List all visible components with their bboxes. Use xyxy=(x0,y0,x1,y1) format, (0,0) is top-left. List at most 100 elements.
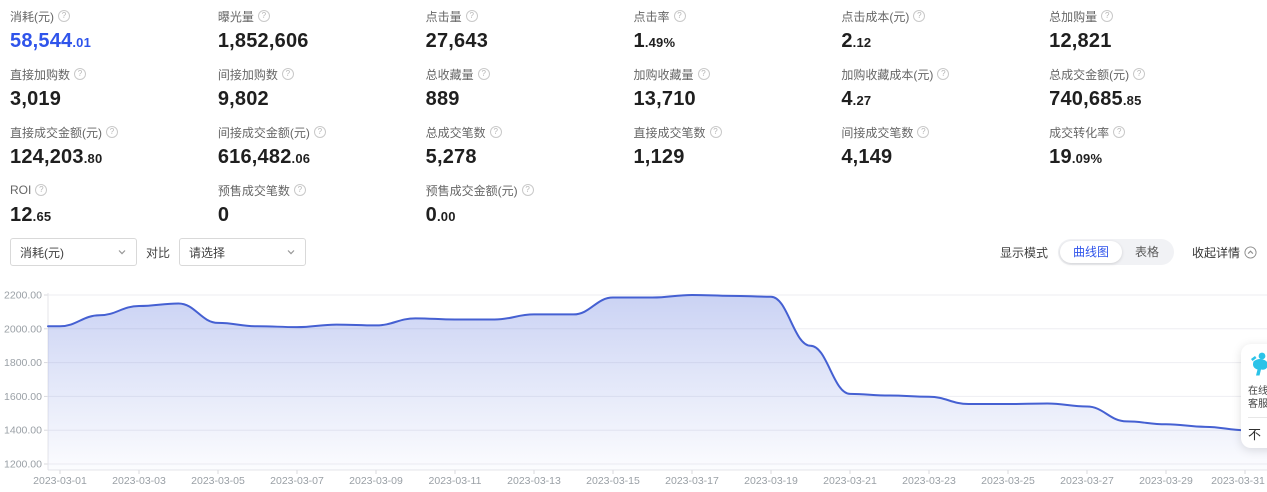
chevron-down-icon xyxy=(287,250,295,255)
svg-text:2200.00: 2200.00 xyxy=(4,290,42,302)
metric-label: 总收藏量 xyxy=(425,67,474,82)
metric-card: 加购收藏量? 13,710 xyxy=(633,66,841,111)
metric-label: 总成交笔数 xyxy=(425,125,486,140)
x-axis-label: 2023-03-29 xyxy=(1139,475,1193,487)
help-icon[interactable]: ? xyxy=(106,126,118,138)
help-icon[interactable]: ? xyxy=(58,10,70,22)
help-icon[interactable]: ? xyxy=(465,10,478,22)
mode-curve-option[interactable]: 曲线图 xyxy=(1059,241,1122,263)
x-axis-label: 2023-03-15 xyxy=(586,475,640,487)
metric-value: 58,544.01 xyxy=(10,30,92,52)
metric-value: 12,821 xyxy=(1049,30,1112,52)
help-icon[interactable]: ? xyxy=(35,184,48,196)
metric-value: 5,278 xyxy=(425,146,477,168)
help-icon[interactable]: ? xyxy=(937,68,950,80)
x-axis-label: 2023-03-25 xyxy=(981,475,1035,487)
svg-text:1200.00: 1200.00 xyxy=(4,459,42,471)
metric-value: 1,129 xyxy=(633,146,685,168)
customer-service-label: 在线 客服 xyxy=(1248,386,1267,410)
metric-label: 成交转化率 xyxy=(1049,125,1110,140)
help-icon[interactable]: ? xyxy=(697,68,710,80)
help-icon[interactable]: ? xyxy=(1133,68,1146,80)
help-icon[interactable]: ? xyxy=(74,68,87,80)
help-icon[interactable]: ? xyxy=(477,68,490,80)
help-icon[interactable]: ? xyxy=(917,126,930,138)
help-icon[interactable]: ? xyxy=(293,184,306,196)
help-icon[interactable]: ? xyxy=(913,10,926,22)
metric-label: 加购收藏成本(元) xyxy=(841,67,934,82)
help-icon[interactable]: ? xyxy=(1113,126,1126,138)
metric-card: 成交转化率? 19.09% xyxy=(1049,124,1257,169)
trend-chart[interactable]: 2200.00 2000.00 1800.00 1600.00 1400.00 1200.… xyxy=(0,287,1267,492)
metric-card: 直接成交金额(元)? 124,203.80 xyxy=(10,124,218,169)
customer-service-widget[interactable]: 在线 客服 不 xyxy=(1241,344,1267,448)
x-axis-label: 2023-03-11 xyxy=(429,475,482,487)
metric-label: 点击率 xyxy=(633,9,670,24)
metric-value: 9,802 xyxy=(217,88,269,110)
x-axis-label: 2023-03-03 xyxy=(112,475,166,487)
metric-value: 124,203.80 xyxy=(10,146,103,168)
metric-card: 间接成交金额(元)? 616,482.06 xyxy=(218,124,426,169)
help-icon[interactable]: ? xyxy=(281,68,294,80)
metric-label: 间接成交金额(元) xyxy=(217,125,310,140)
metric-card: 直接成交笔数? 1,129 xyxy=(633,124,841,169)
compare-label: 对比 xyxy=(146,245,171,260)
x-axis-label: 2023-03-09 xyxy=(349,475,403,487)
metric-label: 直接加购数 xyxy=(10,67,71,82)
metric-card: 曝光量? 1,852,606 xyxy=(218,8,426,53)
svg-text:2000.00: 2000.00 xyxy=(4,323,42,335)
help-icon[interactable]: ? xyxy=(673,10,686,22)
help-icon[interactable]: ? xyxy=(1101,10,1114,22)
metric-value: 1,852,606 xyxy=(217,30,309,52)
collapse-details-button[interactable]: 收起详情 xyxy=(1192,244,1257,261)
help-icon[interactable]: ? xyxy=(257,10,270,22)
metric-card: 预售成交笔数? 0 xyxy=(218,182,426,227)
metric-value: 889 xyxy=(425,88,460,110)
help-icon[interactable]: ? xyxy=(313,126,326,138)
metric-select[interactable]: 消耗(元) xyxy=(10,238,137,266)
svg-text:1400.00: 1400.00 xyxy=(4,425,42,437)
help-icon[interactable]: ? xyxy=(709,126,722,138)
metric-value: 1.49% xyxy=(633,30,676,52)
compare-select[interactable]: 请选择 xyxy=(179,238,307,266)
display-mode-toggle: 曲线图 表格 xyxy=(1057,239,1174,265)
metric-label: 直接成交笔数 xyxy=(633,125,706,140)
metric-label: ROI xyxy=(10,183,32,197)
metrics-panel: 消耗(元)? 58,544.01 曝光量? 1,852,606 点击量? 27,643 点击… xyxy=(0,8,1267,227)
metric-card: 总收藏量? 889 xyxy=(426,66,634,111)
metric-label: 预售成交笔数 xyxy=(217,183,290,198)
metric-label: 点击量 xyxy=(425,9,462,24)
metric-value: 27,643 xyxy=(425,30,489,52)
metric-card: 点击量? 27,643 xyxy=(426,8,634,53)
svg-text:1800.00: 1800.00 xyxy=(4,357,42,369)
metric-value: 616,482.06 xyxy=(217,146,311,168)
metric-value: 19.09% xyxy=(1049,146,1103,168)
x-axis-label: 2023-03-17 xyxy=(665,475,719,487)
help-icon[interactable]: ? xyxy=(489,126,502,138)
metric-label: 间接加购数 xyxy=(217,67,278,82)
area-chart-svg: 2200.00 2000.00 1800.00 1600.00 1400.00 1200.… xyxy=(4,290,1267,487)
x-axis-label: 2023-03-01 xyxy=(33,475,87,487)
metric-label: 曝光量 xyxy=(217,9,254,24)
metric-card: 消耗(元)? 58,544.01 xyxy=(10,8,218,53)
metric-label: 加购收藏量 xyxy=(633,67,694,82)
customer-service-icon xyxy=(1251,352,1267,376)
metric-label: 间接成交笔数 xyxy=(841,125,914,140)
metric-card: 总成交金额(元)? 740,685.85 xyxy=(1049,66,1257,111)
x-axis-label: 2023-03-07 xyxy=(270,475,324,487)
chevron-down-icon xyxy=(118,250,126,255)
collapse-details-label: 收起详情 xyxy=(1191,245,1240,260)
metric-card: 间接成交笔数? 4,149 xyxy=(841,124,1049,169)
metric-value: 0 xyxy=(217,204,230,226)
mode-table-option[interactable]: 表格 xyxy=(1134,245,1159,259)
chart-controls: 消耗(元) 对比 请选择 显示模式 曲线图 表格 收起详情 xyxy=(0,238,1267,266)
metric-select-value: 消耗(元) xyxy=(20,245,64,260)
metric-value: 4,149 xyxy=(841,146,893,168)
help-icon[interactable]: ? xyxy=(521,184,534,196)
metric-card: 总加购量? 12,821 xyxy=(1049,8,1257,53)
x-axis-label: 2023-03-05 xyxy=(191,475,245,487)
x-axis-label: 2023-03-19 xyxy=(744,475,798,487)
x-axis-label: 2023-03-21 xyxy=(823,475,877,487)
metric-card: 直接加购数? 3,019 xyxy=(10,66,218,111)
metric-value: 0.00 xyxy=(425,204,456,226)
